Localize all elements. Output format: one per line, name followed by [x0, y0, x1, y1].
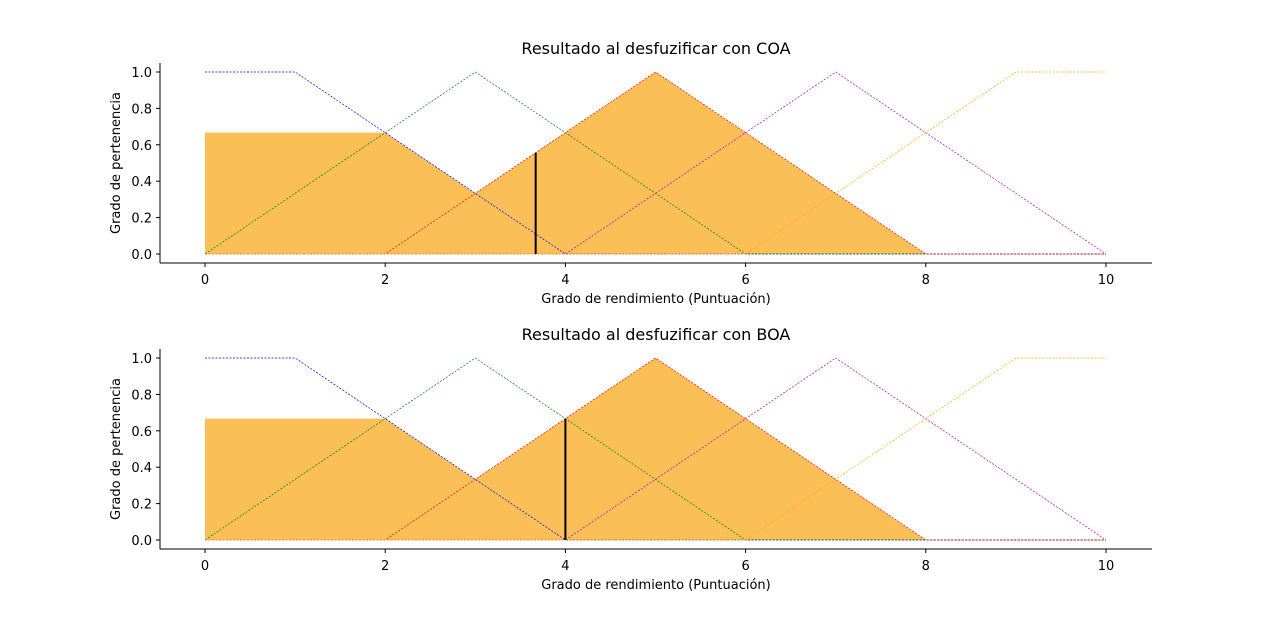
membership-line-1: [205, 71, 1106, 255]
chart-panel-2: 0 2 4 6 8 10 0.0 0.2 0.4 0.6 0.8 1.0 Resultado al de…: [109, 325, 1152, 593]
y-tick-label: 0.0: [131, 248, 152, 263]
y-tick-label: 0.4: [131, 175, 152, 190]
x-tick-label: 10: [1098, 273, 1115, 288]
aggregated-area: [205, 72, 926, 254]
x-tick-label: 8: [922, 559, 930, 574]
y-tick-label: 0.8: [131, 388, 152, 403]
y-tick-label: 0.6: [131, 425, 152, 440]
chart-title: Resultado al desfuzificar con COA: [521, 39, 790, 58]
x-axis-label: Grado de rendimiento (Puntuación): [541, 578, 770, 593]
y-tick-label: 1.0: [131, 66, 152, 81]
x-tick-label: 10: [1098, 559, 1115, 574]
x-axis-label: Grado de rendimiento (Puntuación): [541, 292, 770, 307]
membership-line-5: [205, 71, 1106, 255]
chart-title: Resultado al desfuzificar con BOA: [522, 325, 791, 344]
y-tick-label: 0.8: [131, 102, 152, 117]
y-tick-label: 0.6: [131, 139, 152, 154]
y-axis-label: Grado de pertenencia: [109, 378, 124, 520]
y-tick-label: 0.4: [131, 461, 152, 476]
x-tick-label: 4: [561, 559, 569, 574]
x-tick-label: 0: [201, 273, 209, 288]
y-tick-label: 0.0: [131, 534, 152, 549]
y-tick-label: 0.2: [131, 212, 152, 227]
membership-line-2: [204, 71, 1106, 255]
chart-panel-1: 0 2 4 6 8 10 0.0 0.2 0.4 0.6 0.8 1.0 Resultado al de…: [109, 39, 1152, 307]
y-tick-label: 0.2: [131, 498, 152, 513]
y-tick-label: 1.0: [131, 352, 152, 367]
x-tick-label: 6: [741, 273, 749, 288]
x-tick-label: 6: [741, 559, 749, 574]
membership-line-1: [205, 357, 1106, 541]
x-tick-label: 0: [201, 559, 209, 574]
x-tick-label: 8: [922, 273, 930, 288]
x-tick-label: 2: [381, 273, 389, 288]
x-tick-label: 2: [381, 559, 389, 574]
y-axis-label: Grado de pertenencia: [109, 92, 124, 234]
membership-line-2: [204, 357, 1106, 541]
membership-line-5: [205, 357, 1106, 541]
x-tick-label: 4: [561, 273, 569, 288]
